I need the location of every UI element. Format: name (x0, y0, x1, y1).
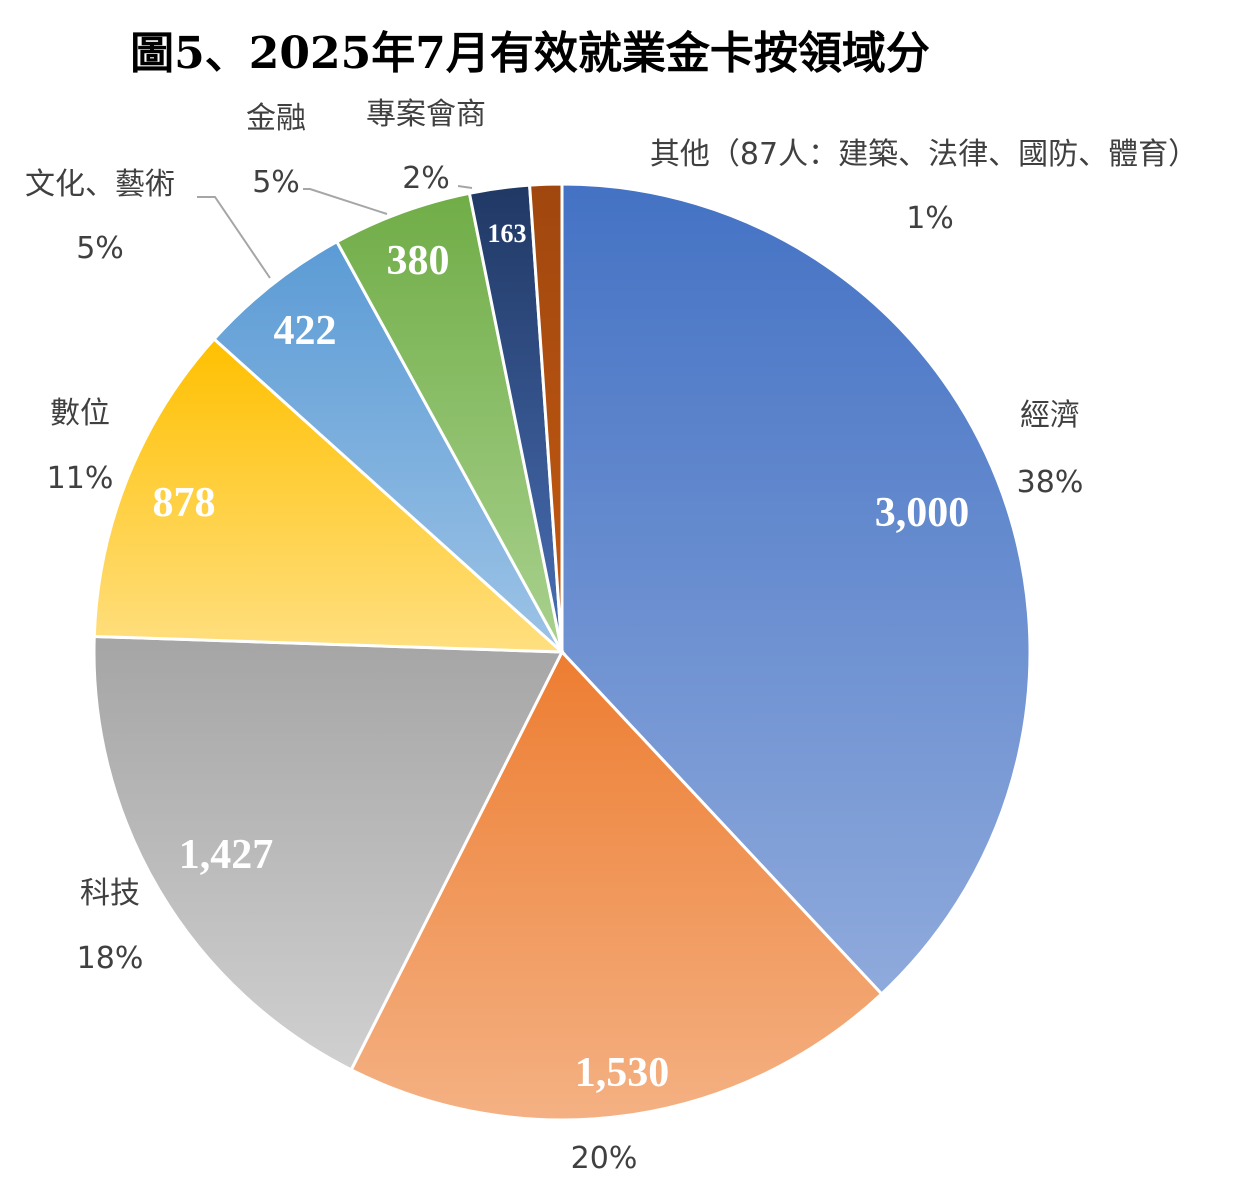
pie-slice-economy (560, 182, 1032, 997)
leader-lines (197, 185, 473, 279)
value-label-economy: 3,000 (875, 490, 970, 536)
pie-slice-other (527, 182, 564, 653)
category-label-culture: 文化、藝術 (25, 167, 175, 202)
category-label-finance: 金融 (246, 101, 306, 136)
leader-line-project (457, 185, 473, 189)
category-labels: 經濟 38% 20% 科技 18% 數位 11% 文化、藝術 5% 金融 5% 專案會商 2% 其他（87… (25, 97, 1198, 1176)
percent-label-project: 2% (402, 161, 450, 196)
value-labels: 3,000 1,530 1,427 878 422 380 163 (153, 219, 970, 1096)
chart-title: 圖5、2025年7月有效就業金卡按領域分 (130, 28, 930, 79)
leader-line-finance (303, 188, 388, 215)
value-label-digital: 878 (153, 480, 216, 526)
percent-label-digital: 11% (47, 461, 114, 496)
pie-slice-culture (211, 239, 564, 654)
pie-slice-digital (92, 336, 567, 654)
leader-line-culture (197, 196, 271, 279)
category-label-digital: 數位 (50, 396, 110, 431)
pie-slices (92, 182, 1032, 1122)
value-label-technology: 1,427 (179, 832, 274, 878)
category-label-other: 其他（87人：建築、法律、國防、體育） (650, 137, 1198, 172)
percent-label-technology: 18% (77, 941, 144, 976)
percent-label-economy: 38% (1017, 465, 1084, 500)
value-label-project: 163 (488, 219, 527, 248)
value-label-slice-2: 1,530 (575, 1050, 670, 1096)
percent-label-culture: 5% (76, 231, 124, 266)
value-label-finance: 380 (387, 238, 450, 284)
percent-label-other: 1% (906, 201, 954, 236)
percent-label-finance: 5% (252, 165, 300, 200)
value-label-culture: 422 (274, 308, 337, 354)
percent-label-slice-2: 20% (571, 1141, 638, 1176)
category-label-technology: 科技 (80, 876, 140, 911)
category-label-project: 專案會商 (366, 97, 486, 132)
category-label-economy: 經濟 (1020, 398, 1080, 433)
pie-slice-technology (92, 634, 565, 1072)
pie-slice-slice-2 (349, 649, 884, 1122)
